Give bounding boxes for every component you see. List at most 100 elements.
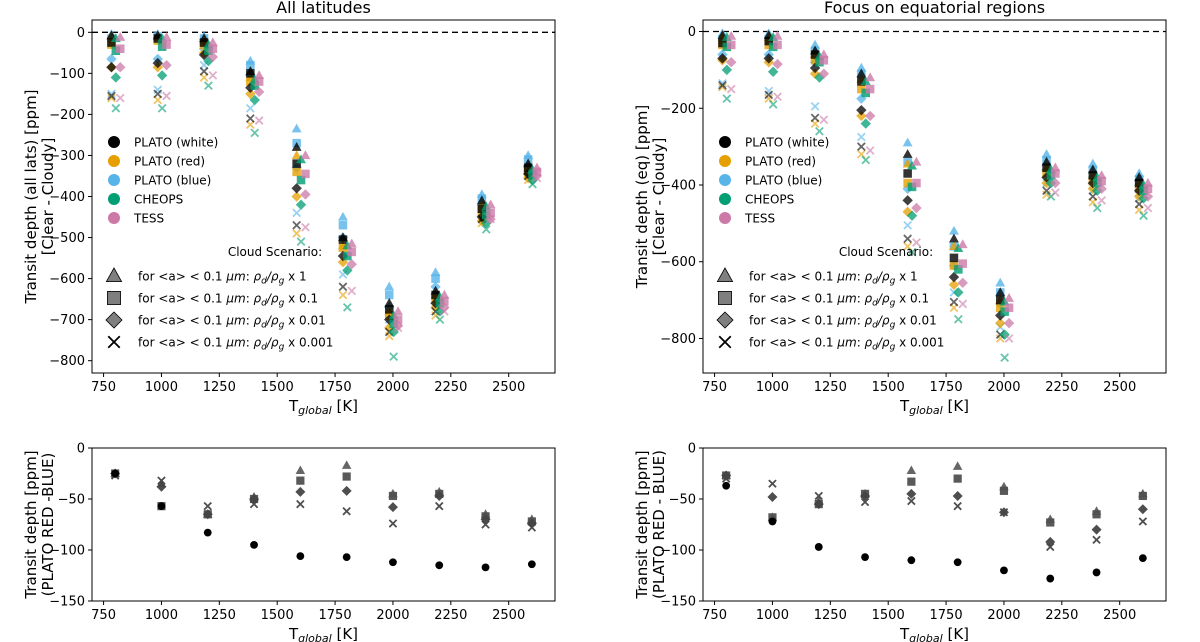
top-left-ytick-label-700: −700 bbox=[49, 313, 85, 328]
top-left-point-tess-square-1400 bbox=[254, 77, 264, 86]
top-right-point-plato-red-diamond-1400 bbox=[856, 110, 867, 122]
top-left-ytick-label-500: −500 bbox=[49, 231, 85, 246]
bottom-right-point-circle-2600 bbox=[1138, 554, 1147, 563]
top-left-point-plato-blue-triangle-2200 bbox=[430, 267, 441, 277]
top-left-ytick-label-800: −800 bbox=[49, 354, 85, 369]
bottom-right-point-square-1800 bbox=[953, 474, 962, 483]
bottom-left-axes-frame bbox=[91, 447, 556, 602]
top-left-legend: PLATO (white) PLATO (red) PLATO (blue) CHEO… bbox=[105, 136, 333, 353]
top-right-legend: PLATO (white) PLATO (red) PLATO (blue) CHEO… bbox=[716, 136, 944, 353]
top-left-point-plato-red-triangle-1600 bbox=[291, 150, 302, 160]
top-left-point-cheops-diamond-2600 bbox=[527, 174, 538, 186]
bottom-right-point-circle-1600 bbox=[907, 556, 916, 565]
top-left-xtick-label-750: 750 bbox=[91, 380, 116, 395]
bottom-right-point-circle-1200 bbox=[814, 543, 823, 551]
top-right-legend-marker-diamond bbox=[716, 311, 734, 329]
top-right-point-cheops-square-2200 bbox=[1046, 171, 1056, 180]
top-right-legend-label-plato-white: PLATO (white) bbox=[745, 136, 829, 150]
top-right-legend-label-plato-red: PLATO (red) bbox=[745, 155, 816, 169]
top-left-point-cheops-square-1400 bbox=[250, 81, 260, 90]
top-right-point-plato-blue-triangle-1200 bbox=[810, 39, 820, 49]
bottom-left-point-triangle-1600 bbox=[295, 465, 306, 474]
top-right-point-tess-x-1400 bbox=[865, 146, 875, 155]
top-right-point-plato-white-triangle-2200 bbox=[1041, 156, 1052, 166]
top-right-legend-label-cheops: CHEOPS bbox=[745, 193, 794, 207]
top-right-point-plato-blue-triangle-2400 bbox=[1087, 158, 1098, 168]
top-right-xtick-label-1250: 1250 bbox=[814, 380, 847, 395]
top-left-point-cheops-diamond-1800 bbox=[342, 265, 353, 276]
top-right-point-plato-blue-x-1200 bbox=[810, 101, 820, 111]
top-right-legend-marker-label-x: for <a> < 0.1 μm: ρd/ρg x 0.001 bbox=[749, 336, 944, 353]
bottom-right-point-diamond-1200 bbox=[813, 499, 824, 510]
top-right-legend-label-plato-blue: PLATO (blue) bbox=[745, 174, 822, 188]
top-right-legend-label-tess: TESS bbox=[744, 212, 775, 226]
top-left-ylabel-line2: [Clear - Cloudy] bbox=[39, 138, 57, 256]
bottom-right-point-x-2400 bbox=[1092, 535, 1101, 545]
bottom-right-point-diamond-1000 bbox=[767, 491, 778, 502]
top-left-legend-swatch-plato-blue bbox=[108, 174, 120, 186]
top-left-point-tess-x-800 bbox=[115, 93, 125, 103]
top-left-point-tess-square-1600 bbox=[301, 169, 310, 179]
top-left-point-plato-blue-x-1600 bbox=[292, 208, 302, 218]
top-left-point-tess-diamond-1000 bbox=[161, 59, 172, 71]
top-left-point-plato-red-diamond-1600 bbox=[291, 191, 302, 202]
top-left-ytick-label-600: −600 bbox=[49, 272, 85, 287]
top-left-point-plato-blue-triangle-2000 bbox=[384, 281, 395, 291]
top-left-point-plato-blue-square-2000 bbox=[384, 290, 394, 300]
top-left-point-plato-white-x-1000 bbox=[153, 89, 163, 99]
top-left-point-plato-blue-triangle-1800 bbox=[338, 211, 348, 221]
top-left-point-plato-red-square-1600 bbox=[292, 167, 301, 177]
top-left-point-cheops-x-2200 bbox=[435, 315, 445, 325]
top-left-point-tess-square-1800 bbox=[347, 247, 357, 257]
top-right-point-plato-white-triangle-1400 bbox=[856, 68, 867, 78]
top-right-legend-title: Cloud Scenario: bbox=[839, 245, 933, 259]
bottom-left-xtick-label-1750: 1750 bbox=[319, 608, 352, 623]
bottom-right-ytick-label-0: 0 bbox=[688, 442, 696, 457]
top-left-xtick-label-1000: 1000 bbox=[145, 380, 178, 395]
top-right-point-cheops-square-1800 bbox=[954, 265, 963, 274]
bottom-left-point-diamond-2200 bbox=[434, 490, 445, 501]
top-right-point-tess-diamond-1800 bbox=[957, 277, 968, 289]
top-left-point-plato-white-square-1000 bbox=[153, 34, 163, 43]
top-left-point-cheops-x-1800 bbox=[342, 302, 352, 312]
top-right-point-tess-triangle-2000 bbox=[1004, 292, 1014, 302]
top-left-point-plato-white-square-800 bbox=[107, 38, 116, 47]
top-left-point-cheops-x-800 bbox=[111, 103, 121, 113]
top-right-point-tess-triangle-2200 bbox=[1050, 162, 1061, 172]
top-left-legend-marker-square bbox=[107, 291, 121, 305]
bottom-left-point-circle-1800 bbox=[342, 553, 351, 562]
top-left-point-plato-white-diamond-1600 bbox=[291, 183, 302, 194]
top-right-point-tess-square-800 bbox=[726, 40, 736, 50]
top-right-point-cheops-square-1600 bbox=[907, 182, 917, 192]
top-right-xtick-label-750: 750 bbox=[702, 380, 727, 395]
top-right-point-plato-white-triangle-1600 bbox=[902, 149, 913, 158]
top-right-xtick-label-2000: 2000 bbox=[987, 380, 1020, 395]
top-right-point-plato-white-square-2600 bbox=[1134, 178, 1144, 188]
bottom-left-point-x-1600 bbox=[296, 499, 305, 509]
bottom-right-point-x-800 bbox=[721, 474, 731, 483]
bottom-left-point-circle-800 bbox=[111, 469, 120, 478]
top-right-legend-marker-square bbox=[718, 291, 732, 305]
bottom-left-point-diamond-1600 bbox=[295, 486, 306, 497]
top-right-point-cheops-square-1200 bbox=[815, 57, 824, 67]
top-right-legend-swatch-cheops bbox=[719, 193, 731, 205]
bottom-right-point-square-1000 bbox=[768, 513, 777, 522]
bottom-left-ylabel-line2: (PLATO RED -BLUE) bbox=[39, 453, 57, 597]
top-left-point-plato-white-square-1600 bbox=[292, 159, 301, 168]
top-right-ytick-label-800: −800 bbox=[660, 332, 696, 347]
top-left-xtick-label-1250: 1250 bbox=[203, 380, 236, 395]
top-right-point-tess-x-1200 bbox=[819, 115, 829, 125]
bottom-right-point-x-1400 bbox=[860, 497, 870, 507]
top-right-point-cheops-x-1800 bbox=[953, 314, 963, 324]
top-right-xtick-label-1750: 1750 bbox=[930, 380, 963, 395]
bottom-left-xtick-label-1250: 1250 bbox=[203, 608, 236, 623]
top-left-point-plato-white-x-800 bbox=[107, 91, 116, 101]
top-right-point-plato-white-triangle-2000 bbox=[995, 287, 1006, 297]
bottom-left-xtick-label-1500: 1500 bbox=[261, 608, 294, 623]
top-left-xtick-label-1750: 1750 bbox=[319, 380, 352, 395]
top-left-point-cheops-diamond-1400 bbox=[249, 94, 260, 106]
top-left-point-tess-square-2000 bbox=[393, 315, 403, 324]
top-right-point-plato-white-diamond-2000 bbox=[995, 310, 1006, 321]
bottom-right-xtick-label-750: 750 bbox=[702, 608, 727, 623]
